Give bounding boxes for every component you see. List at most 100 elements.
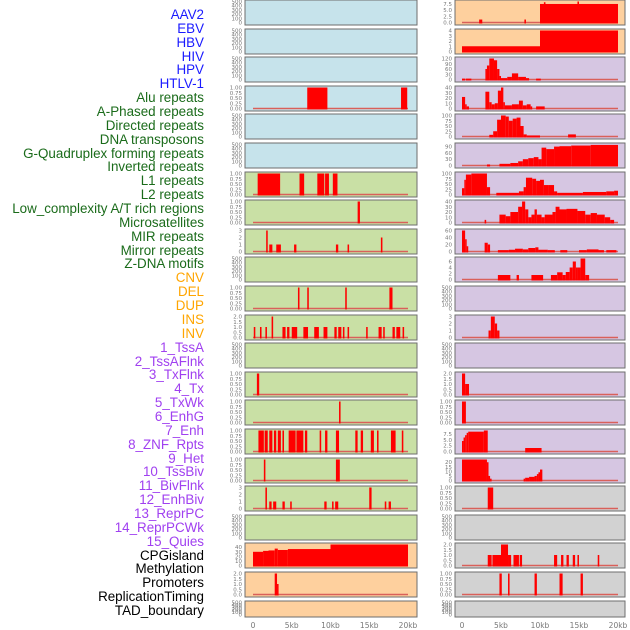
coverage-bar: [314, 327, 319, 339]
coverage-bar: [522, 159, 529, 167]
coverage-bar: [590, 213, 597, 224]
y-tick-label: 0.00: [230, 107, 243, 113]
coverage-bar: [577, 210, 586, 224]
coverage-bar: [557, 192, 583, 196]
y-tick-label: 1.0: [233, 325, 242, 331]
y-tick-label: 200: [232, 41, 243, 47]
coverage-bar: [559, 146, 572, 167]
coverage-bar: [462, 441, 464, 453]
track-label: Methylation: [135, 561, 204, 577]
coverage-bar: [274, 573, 278, 596]
coverage-bar: [486, 164, 491, 167]
track-panel: [454, 600, 626, 618]
coverage-bar: [489, 58, 494, 81]
coverage-bar: [522, 201, 526, 224]
coverage-bar: [512, 118, 517, 138]
track-label: AAV2: [170, 7, 204, 22]
track-label: Mirror repeats: [120, 242, 204, 258]
y-tick-label: 0: [449, 193, 453, 199]
y-tick-label: 400: [442, 290, 453, 296]
y-tick-label: 300: [232, 8, 243, 14]
coverage-bar: [370, 430, 374, 453]
coverage-bar: [536, 106, 545, 110]
y-tick-label: 0.75: [440, 491, 453, 497]
coverage-bar: [319, 430, 322, 453]
y-tick-label: 90: [445, 145, 452, 151]
y-tick-label: 0.50: [230, 410, 243, 416]
track-panel: [454, 399, 626, 426]
coverage-bar: [287, 549, 331, 567]
y-tick-label: 0.25: [230, 473, 243, 479]
y-tick-label: 60: [445, 151, 452, 157]
coverage-bar: [360, 430, 364, 453]
coverage-bar: [533, 157, 539, 167]
coverage-bar: [513, 555, 519, 567]
y-tick-label: 300: [232, 351, 243, 357]
coverage-bar: [335, 459, 340, 482]
coverage-bar: [465, 104, 467, 110]
coverage-bar: [596, 214, 605, 224]
coverage-bar: [522, 249, 529, 253]
coverage-bar: [515, 248, 523, 253]
y-tick-label: 0.50: [230, 382, 243, 388]
coverage-bar: [516, 117, 521, 138]
y-tick-label: 0: [449, 278, 453, 284]
coverage-bar: [523, 134, 527, 138]
coverage-bar: [507, 76, 512, 81]
y-tick-label: 300: [232, 37, 243, 43]
coverage-bar: [299, 173, 305, 196]
y-tick-label: 0: [239, 536, 243, 542]
coverage-bar: [528, 217, 532, 224]
coverage-bar: [511, 73, 519, 81]
track-label: ReplicationTiming: [98, 589, 204, 605]
coverage-bar: [339, 401, 341, 424]
y-tick-label: 0.00: [440, 593, 453, 599]
y-tick-label: 30: [445, 205, 452, 211]
y-tick-label: 0.25: [230, 444, 243, 450]
track-label: TAD_boundary: [114, 602, 204, 618]
coverage-bar: [566, 208, 578, 224]
track-label: 13_ReprPC: [134, 505, 204, 521]
track-panel: [244, 0, 418, 26]
coverage-bar: [282, 430, 284, 453]
coverage-bar: [525, 78, 530, 81]
y-tick-label: 2.5: [443, 14, 452, 20]
y-tick-label: 0: [239, 364, 243, 370]
coverage-bar: [505, 216, 511, 224]
y-tick-label: 0.0: [233, 336, 242, 342]
y-tick-label: 20: [445, 96, 452, 102]
y-tick-label: 400: [232, 147, 243, 153]
track-label: CNV: [175, 270, 204, 286]
coverage-bar: [562, 275, 566, 281]
y-tick-label: 300: [442, 605, 453, 611]
coverage-bar: [401, 87, 408, 110]
y-tick-label: 0.50: [230, 182, 243, 188]
y-tick-label: 10: [445, 469, 452, 475]
coverage-bar: [531, 214, 535, 224]
track-label: HPV: [176, 62, 204, 78]
track-label: 8_ZNF_Rpts: [128, 436, 204, 452]
track-label: L2 repeats: [140, 187, 204, 203]
coverage-bar: [598, 250, 604, 253]
coverage-bar: [577, 1, 579, 24]
coverage-bar: [366, 327, 368, 339]
coverage-bar: [325, 173, 329, 196]
coverage-bar: [554, 146, 560, 167]
y-tick-label: 0: [449, 336, 453, 342]
y-tick-label: 100: [442, 531, 453, 537]
coverage-bar: [497, 119, 501, 138]
y-tick-label: 0.0: [443, 450, 452, 456]
coverage-bar: [585, 214, 591, 224]
y-tick-label: 0.25: [230, 101, 243, 107]
coverage-bar: [488, 330, 491, 339]
y-tick-label: 15: [445, 465, 452, 471]
y-tick-label: 1.5: [233, 320, 242, 326]
coverage-bar: [332, 173, 338, 196]
coverage-bar: [324, 501, 327, 510]
coverage-bar: [282, 501, 285, 510]
coverage-bar: [389, 287, 393, 310]
coverage-bar: [525, 177, 533, 196]
y-tick-label: 0.0: [233, 593, 242, 599]
y-tick-label: 500: [232, 143, 243, 149]
y-tick-label: 300: [232, 65, 243, 71]
